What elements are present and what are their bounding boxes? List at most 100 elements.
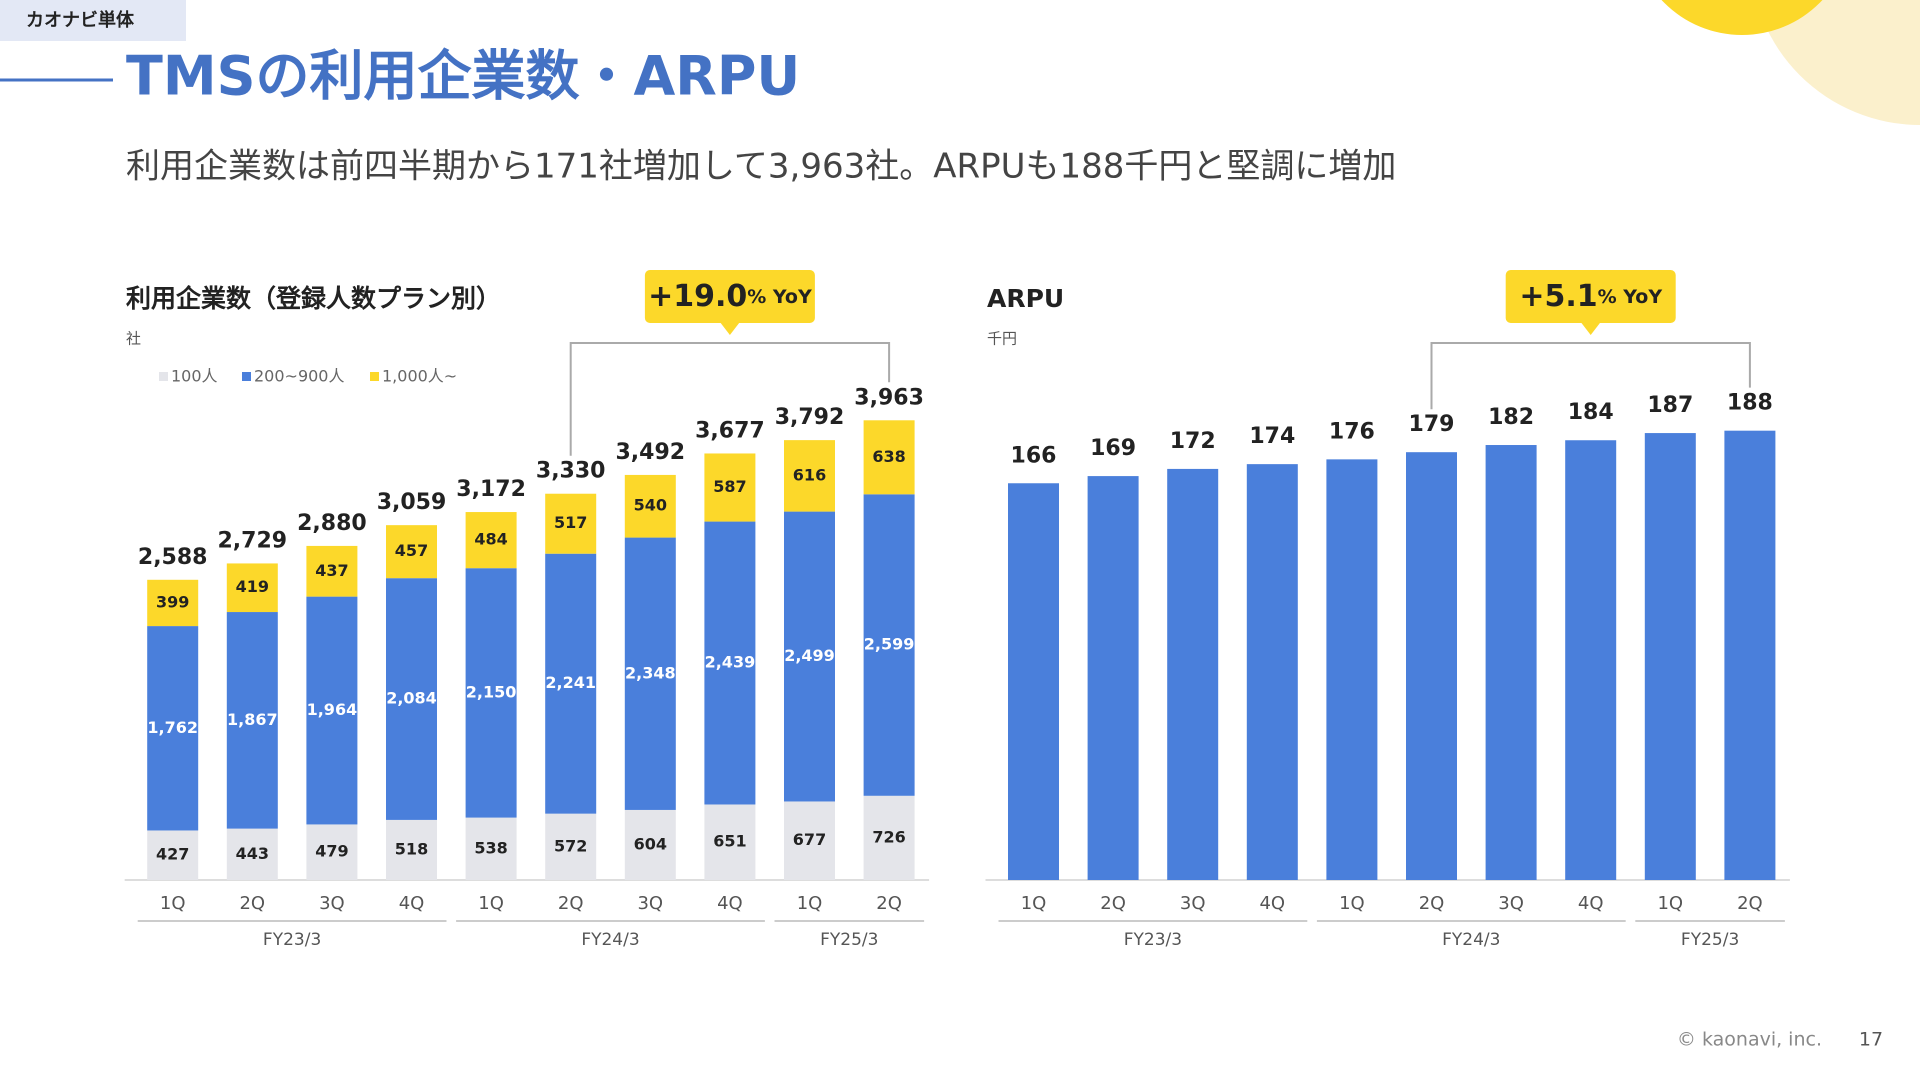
total-label: 2,880 [297, 511, 367, 536]
bar-segment [624, 809, 676, 880]
segment-label: 538 [474, 838, 507, 857]
segment-label: 518 [395, 839, 428, 858]
bar-segment [147, 626, 199, 831]
x-tick-label: 2Q [1737, 893, 1763, 914]
segment-label: 616 [793, 465, 826, 484]
segment-label: 587 [713, 477, 746, 496]
segment-label: 726 [872, 827, 905, 846]
segment-label: 2,241 [545, 673, 596, 692]
x-tick-label: 3Q [1180, 893, 1206, 914]
copyright: © kaonavi, inc. [1677, 1029, 1822, 1051]
legend-label: 100人 [171, 367, 218, 386]
total-label: 2,729 [218, 528, 288, 553]
group-label: FY25/3 [820, 930, 878, 950]
bar [1565, 440, 1617, 880]
x-tick-label: 4Q [1578, 893, 1604, 914]
x-tick-label: 2Q [876, 893, 902, 914]
bar-segment [545, 493, 597, 554]
total-label: 3,963 [854, 385, 924, 410]
segment-label: 419 [236, 577, 269, 596]
bar-segment [863, 420, 915, 495]
value-label: 166 [1011, 443, 1057, 468]
total-label: 3,792 [775, 405, 845, 430]
x-tick-label: 3Q [1498, 893, 1524, 914]
bar-segment [147, 830, 199, 880]
bar-segment [226, 563, 278, 613]
x-tick-label: 3Q [637, 893, 663, 914]
segment-label: 1,867 [227, 710, 278, 729]
bar [1406, 452, 1457, 880]
x-tick-label: 4Q [717, 893, 743, 914]
yoy-suffix: % YoY [1598, 286, 1663, 308]
x-tick-label: 1Q [1657, 893, 1683, 914]
yoy-bracket [1430, 342, 1751, 410]
segment-label: 427 [156, 845, 189, 864]
bar [1167, 468, 1219, 880]
yoy-callout [644, 270, 815, 323]
x-tick-label: 4Q [1259, 893, 1285, 914]
title: TMSの利用企業数・ARPU [126, 45, 800, 108]
x-tick-label: 1Q [797, 893, 823, 914]
bar-segment [784, 801, 835, 880]
bar-segment [863, 795, 915, 880]
segment-label: 2,439 [705, 653, 756, 672]
bar-segment [465, 568, 517, 818]
legend-label: 200~900人 [254, 367, 345, 386]
x-tick-label: 2Q [239, 893, 265, 914]
segment-label: 651 [713, 832, 746, 851]
chart-title: ARPU [987, 284, 1064, 313]
unit-label: 千円 [987, 330, 1017, 348]
total-label: 3,330 [536, 459, 606, 484]
yoy-bracket [569, 342, 891, 456]
charts: 利用企業数（登録人数プラン別） 社 1Q 2Q 3Q 4Q FY23/3 1Q 2Q 3Q 4Q FY… [124, 270, 1790, 950]
x-tick-label: 1Q [478, 893, 504, 914]
decor-circle [1756, 0, 1920, 125]
bar [1326, 459, 1378, 880]
bar [1724, 430, 1776, 880]
group-label: FY24/3 [1442, 930, 1500, 950]
group-label: FY25/3 [1681, 930, 1739, 950]
bar-segment [306, 596, 358, 825]
yoy-pointer [719, 322, 740, 335]
bar-segment [784, 511, 835, 802]
bar-segment [226, 612, 278, 829]
segment-label: 484 [474, 530, 507, 549]
bar-segment [147, 579, 199, 627]
x-tick-label: 2Q [558, 893, 584, 914]
bar-segment [545, 553, 597, 814]
segment-label: 572 [554, 836, 587, 855]
legend-label: 1,000人~ [382, 367, 457, 386]
segment-label: 1,762 [147, 718, 198, 737]
value-label: 187 [1647, 393, 1693, 418]
segment-label: 517 [554, 513, 587, 532]
bar [1087, 476, 1139, 880]
group-label: FY23/3 [1124, 930, 1182, 950]
group-label: FY24/3 [581, 930, 639, 950]
value-label: 174 [1249, 424, 1295, 449]
x-tick-label: 1Q [1339, 893, 1365, 914]
bar-segment [784, 440, 835, 512]
segment-label: 540 [634, 496, 667, 515]
segment-label: 2,499 [784, 646, 835, 665]
bar [1485, 445, 1537, 880]
yoy-text: +5.1% YoY [1519, 279, 1662, 314]
segment-label: 2,599 [864, 635, 915, 654]
segment-label: 604 [634, 834, 667, 853]
page-number: 17 [1859, 1029, 1883, 1051]
decor-circle [1661, 0, 1823, 35]
bar-segment [386, 819, 437, 880]
segment-label: 2,084 [386, 689, 437, 708]
segment-label: 443 [236, 844, 269, 863]
legend-swatch [159, 372, 168, 381]
bar-segment [863, 494, 915, 796]
segment-label: 437 [315, 561, 348, 580]
chart-title: 利用企業数（登録人数プラン別） [126, 284, 501, 313]
legend-swatch [370, 372, 379, 381]
segment-label: 479 [315, 842, 348, 861]
bar-segment [465, 512, 517, 569]
bar-segment [704, 804, 756, 880]
total-label: 3,059 [377, 490, 447, 515]
bar-segment [386, 578, 437, 820]
value-label: 172 [1170, 429, 1216, 454]
